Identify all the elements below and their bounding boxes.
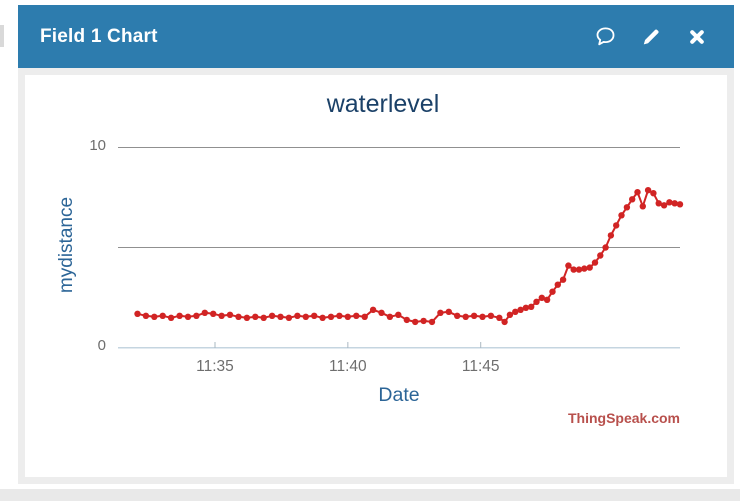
- edit-icon[interactable]: [640, 26, 662, 48]
- x-axis-title: Date: [378, 384, 420, 406]
- page-edge-sliver: [0, 25, 4, 47]
- x-axis-tick-1145: 11:45: [461, 358, 500, 375]
- thingspeak-watermark-link[interactable]: ThingSpeak.com: [567, 410, 680, 426]
- close-icon[interactable]: [686, 26, 708, 48]
- page-bottom-strip: [0, 489, 740, 501]
- widget-title: Field 1 Chart: [40, 25, 158, 47]
- x-axis-ticks: 11:35 11:40 11:45: [118, 358, 680, 378]
- y-axis-tick-10: 10: [89, 137, 106, 154]
- comment-icon[interactable]: [594, 26, 616, 48]
- plot-area[interactable]: [118, 147, 684, 349]
- widget-header: Field 1 Chart: [18, 5, 734, 68]
- y-axis-tick-0: 0: [97, 337, 106, 354]
- y-axis-title: mydistance: [56, 196, 77, 294]
- x-axis-tick-1135: 11:35: [196, 358, 234, 375]
- chart-title: waterlevel: [326, 90, 440, 118]
- chart-card: waterlevel 10 0 mydistance 11:35 11:40 1…: [18, 68, 734, 484]
- x-axis-tick-1140: 11:40: [329, 358, 367, 375]
- widget-header-actions: [594, 26, 708, 48]
- field1-chart-widget: Field 1 Chart: [18, 5, 734, 484]
